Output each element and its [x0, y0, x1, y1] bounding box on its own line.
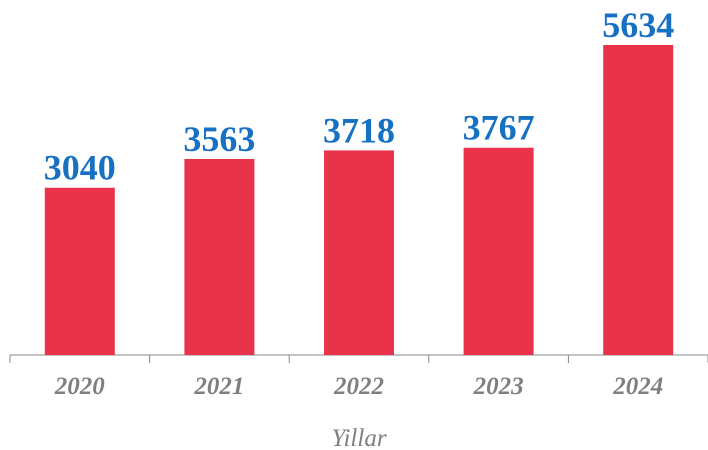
- value-label: 3718: [323, 110, 395, 150]
- bar: [184, 158, 255, 355]
- value-label: 3767: [463, 108, 535, 148]
- value-label: 3563: [183, 119, 255, 159]
- bar: [463, 147, 534, 355]
- x-tick-label: 2022: [333, 373, 384, 400]
- bar: [603, 45, 674, 355]
- x-axis-label: Yillar: [331, 425, 386, 450]
- bar: [324, 150, 394, 355]
- x-tick-label: 2021: [193, 373, 244, 400]
- value-label: 5634: [602, 5, 674, 45]
- x-tick-label: 2020: [54, 373, 106, 400]
- bar: [44, 187, 115, 355]
- value-label: 3040: [44, 148, 116, 188]
- x-tick-label: 2024: [612, 373, 663, 400]
- x-tick-label: 2023: [473, 373, 524, 400]
